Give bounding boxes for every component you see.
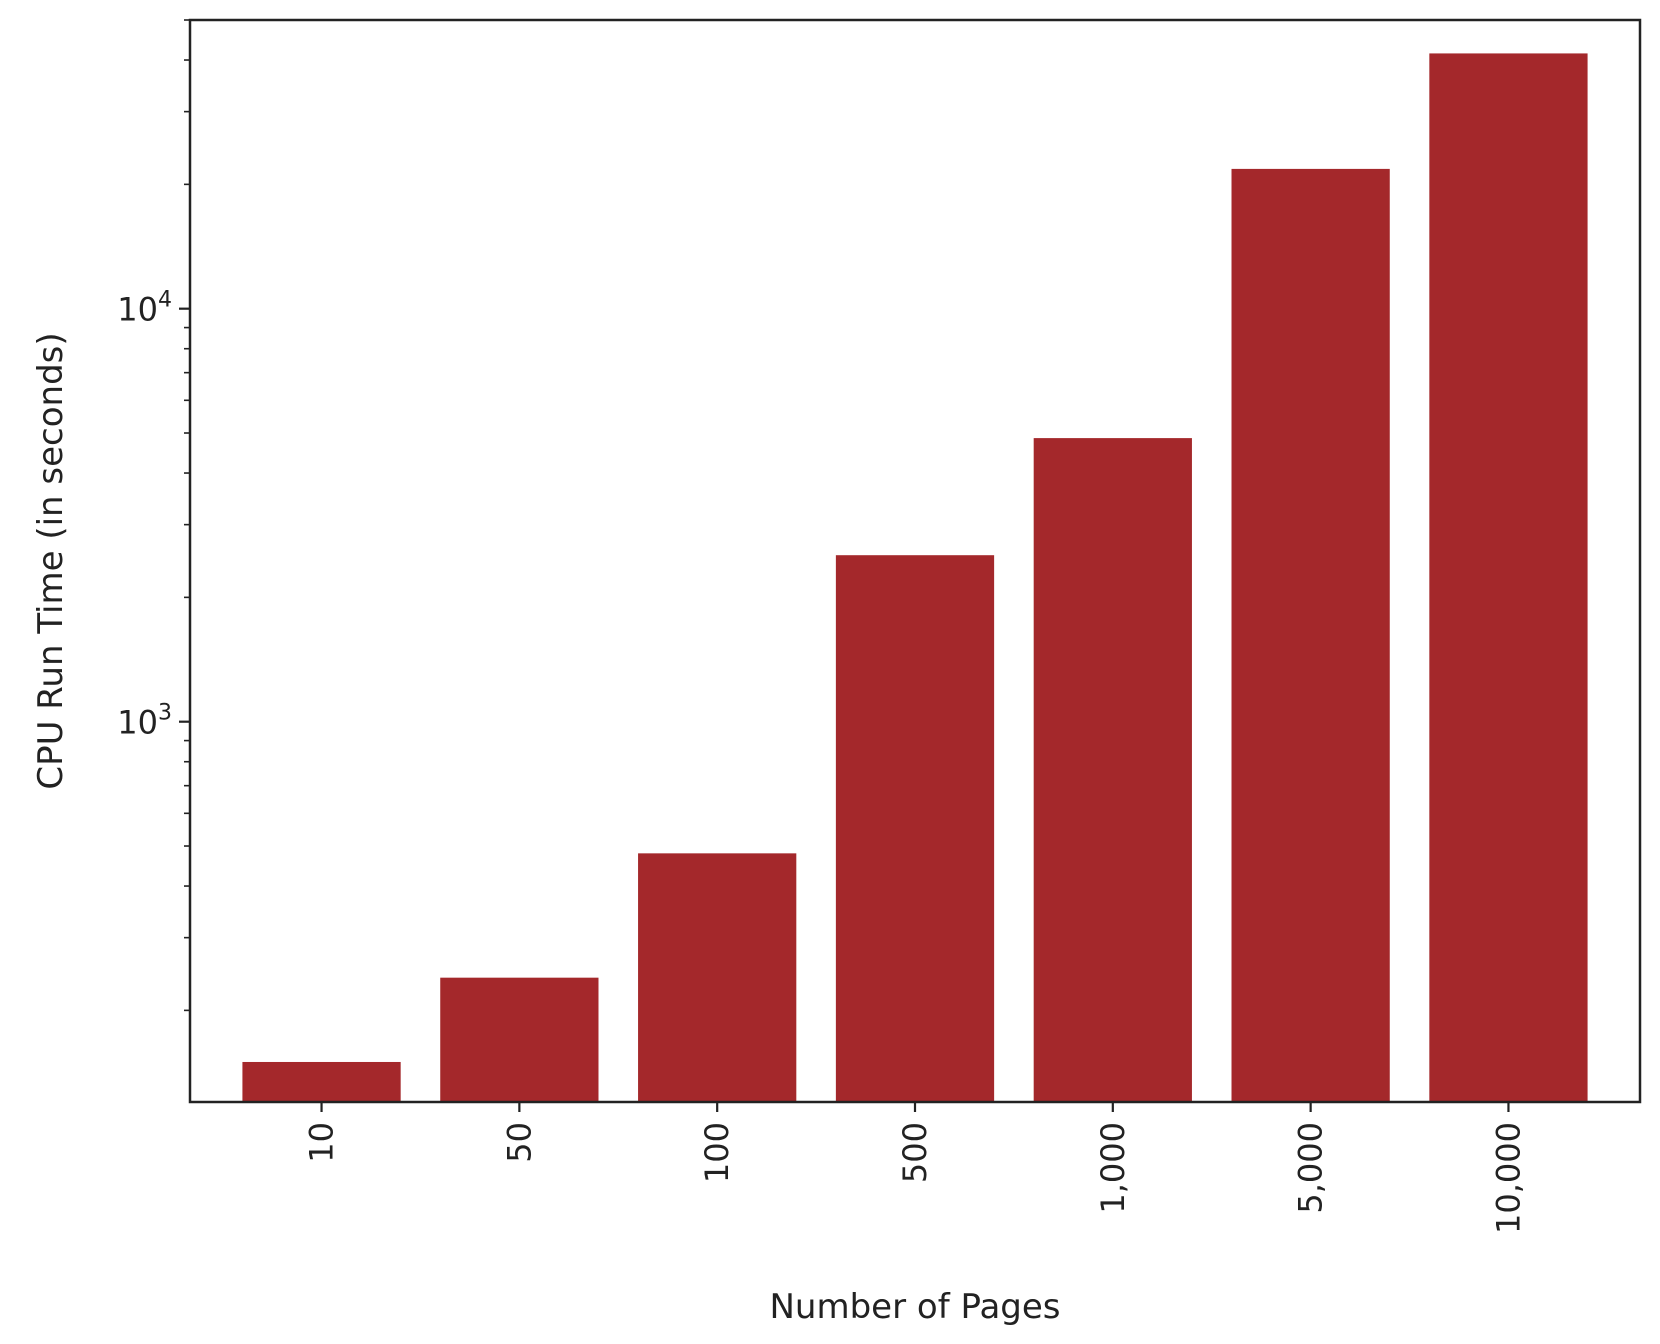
bar-2: [638, 853, 797, 1102]
bar-1: [440, 977, 599, 1102]
x-tick-label: 50: [500, 1122, 538, 1163]
y-axis-label: CPU Run Time (in seconds): [31, 332, 71, 789]
bar-4: [1033, 438, 1192, 1102]
bars-group: [242, 53, 1588, 1103]
x-tick-label: 500: [896, 1122, 934, 1183]
x-tick-label: 10,000: [1489, 1122, 1527, 1234]
x-tick-label: 10: [303, 1122, 341, 1163]
plot-frame: [188, 18, 1642, 1104]
x-tick-label: 5,000: [1292, 1122, 1330, 1214]
y-major-ticks: 103 104: [117, 288, 190, 742]
bar-6: [1429, 53, 1588, 1102]
x-tick-label: 1,000: [1094, 1122, 1132, 1214]
y-tick-label: 103: [117, 701, 172, 742]
x-tick-label: 100: [698, 1122, 736, 1183]
bar-3: [835, 555, 995, 1102]
y-tick-label: 104: [117, 288, 172, 329]
bar-5: [1231, 168, 1390, 1103]
x-ticks: 10 50 100 500 1,000 5,000 10,000: [303, 1102, 1527, 1234]
bar-0: [242, 1061, 401, 1102]
x-axis-label: Number of Pages: [770, 1287, 1061, 1327]
